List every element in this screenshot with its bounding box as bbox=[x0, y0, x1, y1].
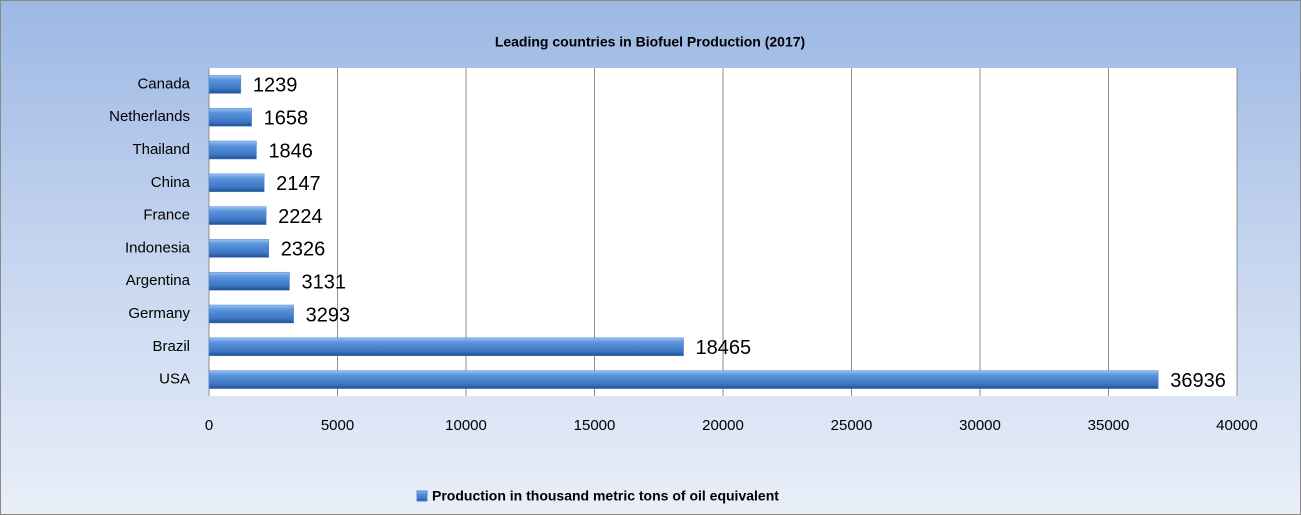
y-tick-label: Thailand bbox=[132, 141, 190, 158]
y-tick-label: China bbox=[151, 174, 191, 191]
data-label: 1846 bbox=[268, 140, 313, 162]
bar bbox=[208, 173, 265, 193]
data-label: 2224 bbox=[278, 206, 323, 228]
data-label: 3131 bbox=[301, 271, 346, 293]
y-tick-label: France bbox=[143, 207, 190, 224]
bar bbox=[208, 304, 294, 324]
data-label: 36936 bbox=[1170, 370, 1226, 392]
legend-label: Production in thousand metric tons of oi… bbox=[432, 488, 779, 504]
bar bbox=[208, 75, 242, 94]
bar bbox=[208, 271, 290, 291]
x-tick-label: 5000 bbox=[321, 417, 354, 434]
data-label: 2326 bbox=[281, 239, 326, 261]
data-label: 18465 bbox=[696, 337, 752, 359]
x-tick-label: 0 bbox=[205, 417, 213, 434]
x-tick-label: 20000 bbox=[702, 417, 744, 434]
x-tick-label: 25000 bbox=[831, 417, 873, 434]
y-tick-label: Canada bbox=[137, 75, 190, 92]
data-label: 2147 bbox=[276, 173, 321, 195]
x-tick-label: 35000 bbox=[1088, 417, 1130, 434]
y-tick-label: Germany bbox=[128, 305, 190, 322]
x-tick-label: 15000 bbox=[574, 417, 616, 434]
data-label: 1658 bbox=[264, 107, 309, 129]
y-tick-label: Brazil bbox=[152, 338, 190, 355]
x-tick-label: 40000 bbox=[1216, 417, 1258, 434]
bar bbox=[208, 206, 267, 225]
x-tick-label: 30000 bbox=[959, 417, 1001, 434]
data-label: 3293 bbox=[306, 304, 351, 326]
y-tick-label: Netherlands bbox=[109, 108, 190, 125]
legend-marker bbox=[416, 490, 428, 502]
chart-title: Leading countries in Biofuel Production … bbox=[495, 34, 805, 50]
data-label: 1239 bbox=[253, 75, 297, 97]
bar bbox=[208, 370, 1159, 389]
y-tick-label: Indonesia bbox=[125, 239, 191, 256]
bar bbox=[208, 140, 257, 160]
bar bbox=[208, 239, 270, 258]
bar bbox=[208, 107, 252, 127]
x-tick-label: 10000 bbox=[445, 417, 487, 434]
bar bbox=[208, 337, 684, 357]
y-tick-label: USA bbox=[159, 371, 190, 388]
y-tick-label: Argentina bbox=[126, 272, 191, 289]
